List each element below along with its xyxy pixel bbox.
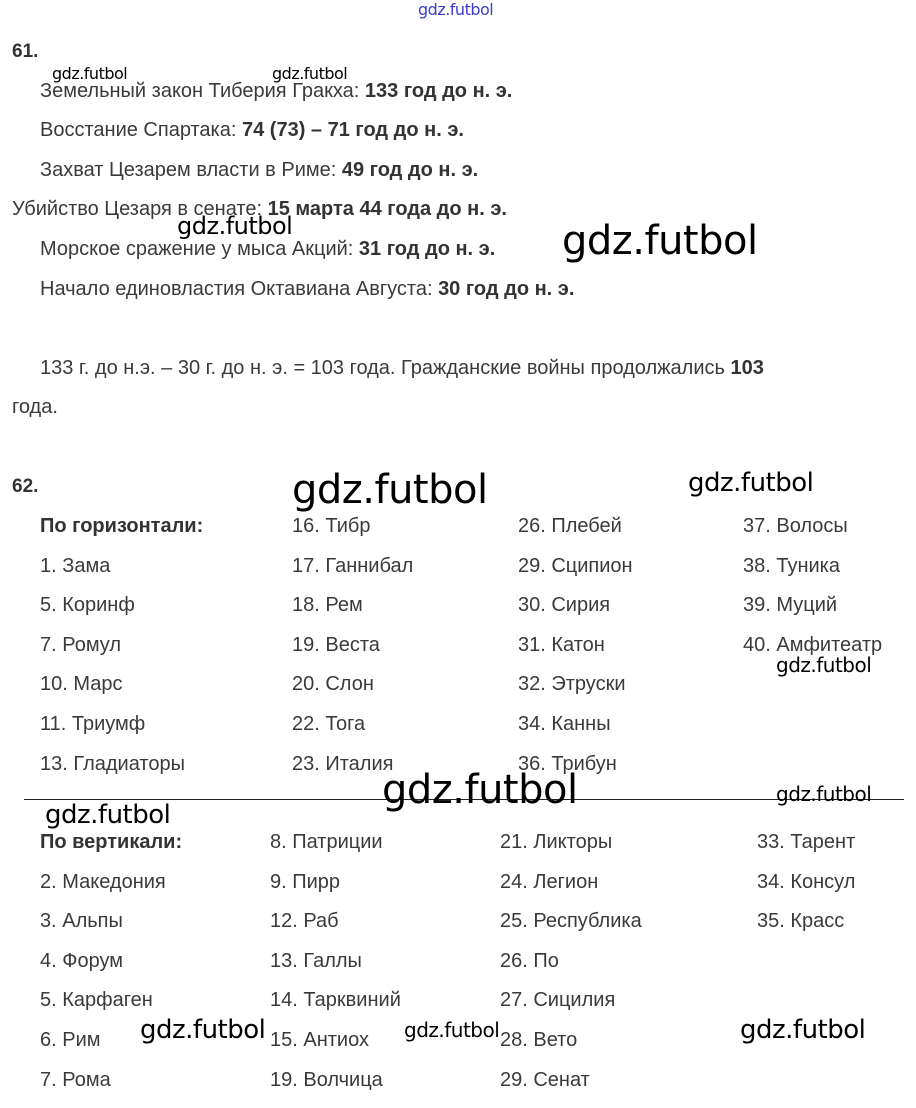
crossword-answer: 13. Гладиаторы bbox=[40, 752, 185, 775]
event-line: Восстание Спартака: 74 (73) – 71 год до … bbox=[40, 118, 464, 142]
event-line: Начало единовластия Октавиана Августа: 3… bbox=[40, 277, 574, 301]
crossword-answer: 29. Сенат bbox=[500, 1068, 590, 1091]
crossword-answer: 34. Консул bbox=[757, 870, 856, 893]
crossword-answer: 26. По bbox=[500, 949, 559, 972]
event-date: 30 год до н. э. bbox=[438, 278, 575, 300]
crossword-answer: 40. Амфитеатр bbox=[743, 633, 883, 656]
crossword-answer: 11. Триумф bbox=[40, 713, 146, 735]
crossword-answer: 27. Сицилия bbox=[500, 989, 616, 1012]
event-label: Убийство Цезаря в сенате: bbox=[12, 198, 268, 220]
crossword-answer: 30. Сирия bbox=[518, 594, 611, 617]
crossword-answer: 28. Вето bbox=[500, 1029, 578, 1051]
calc-text: 133 г. до н.э. – 30 г. до н. э. = 103 го… bbox=[40, 357, 731, 379]
calculation-text: 133 г. до н.э. – 30 г. до н. э. = 103 го… bbox=[40, 356, 764, 380]
event-label: Земельный закон Тиберия Гракха: bbox=[40, 80, 365, 102]
crossword-answer: 29. Сципион bbox=[518, 554, 633, 577]
crossword-answer: 22. Тога bbox=[292, 713, 366, 735]
crossword-answer: 33. Тарент bbox=[757, 831, 856, 853]
watermark-logo: gdz.futbol bbox=[292, 467, 488, 513]
crossword-answer: 10. Марс bbox=[40, 673, 123, 696]
task-number: 61. bbox=[12, 41, 39, 62]
crossword-answer: 36. Трибун bbox=[518, 752, 617, 775]
crossword-answer: 8. Патриции bbox=[270, 831, 383, 853]
crossword-answer: 34. Канны bbox=[518, 713, 611, 735]
crossword-answer: 7. Ромул bbox=[40, 633, 122, 656]
task-number: 62. bbox=[12, 476, 39, 497]
event-line: Земельный закон Тиберия Гракха: 133 год … bbox=[40, 79, 512, 103]
crossword-answer: 38. Туника bbox=[743, 554, 840, 577]
crossword-answer: 3. Альпы bbox=[40, 910, 123, 933]
crossword-answer: 9. Пирр bbox=[270, 870, 341, 893]
crossword-answer: 39. Муций bbox=[743, 594, 838, 617]
crossword-answer: 18. Рем bbox=[292, 594, 363, 617]
calculation-text-end: года. bbox=[12, 396, 58, 418]
crossword-answer: 32. Этруски bbox=[518, 673, 626, 696]
event-label: Начало единовластия Октавиана Августа: bbox=[40, 278, 439, 300]
event-date: 31 год до н. э. bbox=[358, 238, 496, 260]
watermark-logo: gdz.futbol bbox=[404, 1018, 500, 1042]
crossword-answer: 20. Слон bbox=[292, 673, 374, 696]
divider bbox=[24, 799, 904, 800]
crossword-answer: 15. Антиох bbox=[270, 1029, 369, 1051]
event-line: Захват Цезарем власти в Риме: 49 год до … bbox=[40, 158, 478, 182]
event-label: Захват Цезарем власти в Риме: bbox=[40, 159, 342, 181]
watermark-logo: gdz.futbol bbox=[272, 64, 348, 83]
crossword-answer: 2. Македония bbox=[40, 870, 166, 893]
event-date: 133 год до н. э. bbox=[364, 80, 513, 102]
crossword-answer: 31. Катон bbox=[518, 633, 605, 656]
crossword-answer: 5. Карфаген bbox=[40, 989, 153, 1012]
crossword-answer: 13. Галлы bbox=[270, 949, 362, 972]
event-date: 15 марта 44 года до н. э. bbox=[267, 198, 507, 220]
watermark-logo: gdz.futbol bbox=[45, 800, 171, 830]
vertical-heading: По вертикали: bbox=[40, 831, 183, 853]
crossword-answer: 21. Ликторы bbox=[500, 831, 613, 853]
crossword-answer: 37. Волосы bbox=[743, 515, 848, 537]
crossword-answer: 14. Тарквиний bbox=[270, 989, 401, 1012]
event-label: Морское сражение у мыса Акций: bbox=[40, 238, 359, 260]
watermark-logo: gdz.futbol bbox=[140, 1015, 266, 1045]
watermark-logo: gdz.futbol bbox=[418, 0, 494, 19]
crossword-answer: 24. Легион bbox=[500, 870, 599, 893]
crossword-answer: 19. Веста bbox=[292, 633, 380, 656]
watermark-logo: gdz.futbol bbox=[688, 468, 814, 498]
event-line: Морское сражение у мыса Акций: 31 год до… bbox=[40, 237, 495, 261]
watermark-logo: gdz.futbol bbox=[562, 218, 758, 264]
watermark-logo: gdz.futbol bbox=[776, 653, 872, 677]
crossword-answer: 16. Тибр bbox=[292, 515, 371, 537]
watermark-logo: gdz.futbol bbox=[740, 1015, 866, 1045]
crossword-answer: 17. Ганнибал bbox=[292, 554, 414, 577]
watermark-logo: gdz.futbol bbox=[177, 212, 293, 240]
calc-result: 103 bbox=[730, 357, 764, 379]
event-date: 74 (73) – 71 год до н. э. bbox=[241, 119, 464, 141]
crossword-answer: 6. Рим bbox=[40, 1029, 101, 1051]
crossword-answer: 5. Коринф bbox=[40, 594, 135, 617]
crossword-answer: 7. Рома bbox=[40, 1068, 111, 1091]
crossword-answer: 26. Плебей bbox=[518, 515, 622, 537]
event-label: Восстание Спартака: bbox=[40, 119, 242, 141]
watermark-logo: gdz.futbol bbox=[52, 64, 128, 83]
event-line: Убийство Цезаря в сенате: 15 марта 44 го… bbox=[12, 197, 507, 221]
event-date: 49 год до н. э. bbox=[341, 159, 479, 181]
crossword-answer: 1. Зама bbox=[40, 554, 111, 577]
crossword-answer: 25. Республика bbox=[500, 910, 642, 933]
crossword-answer: 35. Красс bbox=[757, 910, 845, 933]
crossword-answer: 12. Раб bbox=[270, 910, 339, 933]
crossword-answer: 4. Форум bbox=[40, 949, 123, 972]
watermark-logo: gdz.futbol bbox=[776, 782, 872, 806]
crossword-answer: 23. Италия bbox=[292, 752, 394, 775]
watermark-logo: gdz.futbol bbox=[382, 767, 578, 813]
crossword-answer: 19. Волчица bbox=[270, 1068, 383, 1091]
horizontal-heading: По горизонтали: bbox=[40, 515, 204, 537]
